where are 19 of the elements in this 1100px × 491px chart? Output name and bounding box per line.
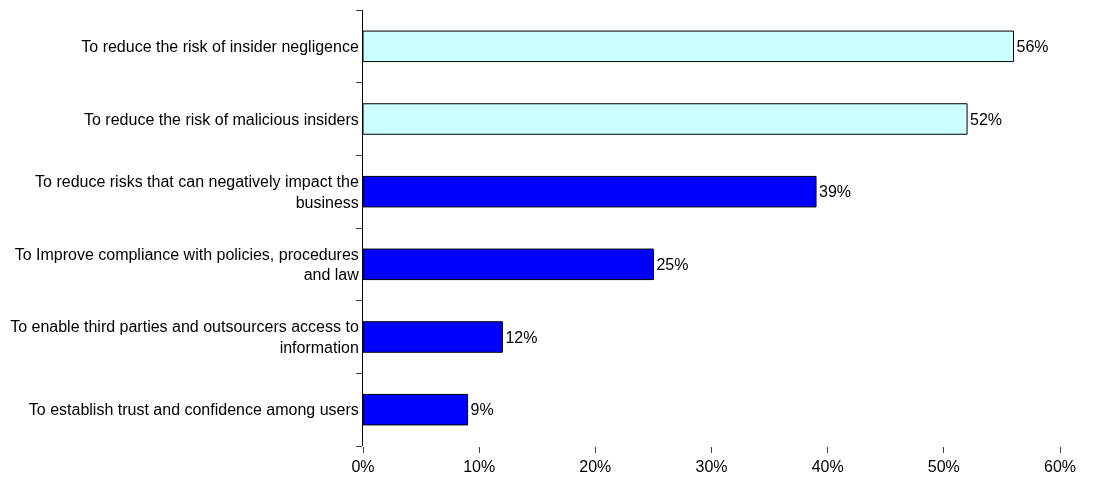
y-tick-label: To reduce the risk of malicious insiders — [84, 110, 359, 128]
y-tick-label: To reduce risks that can negatively impact the business — [35, 172, 359, 211]
y-tick-label: To Improve compliance with policies, procedures and law — [14, 245, 360, 284]
data-label: 52% — [970, 110, 1003, 128]
data-label: 39% — [819, 183, 852, 201]
y-tick-label: To enable third parties and outsourcers access to information — [10, 318, 359, 356]
data-label: 9% — [470, 401, 494, 419]
x-tick-label: 60% — [1043, 458, 1077, 476]
x-tick-label: 50% — [927, 458, 960, 476]
x-tick-label: 20% — [579, 458, 612, 476]
data-label: 56% — [1016, 37, 1049, 55]
x-tick-label: 30% — [695, 458, 728, 476]
data-label: 25% — [656, 255, 689, 273]
y-tick-label: To establish trust and confidence among users — [28, 401, 359, 419]
x-tick-label: 40% — [811, 458, 844, 476]
data-label: 12% — [505, 328, 538, 346]
x-tick-label: 10% — [463, 458, 496, 476]
y-tick-label: To reduce the risk of insider negligence — [81, 37, 359, 55]
x-tick-label: 0% — [351, 458, 375, 476]
